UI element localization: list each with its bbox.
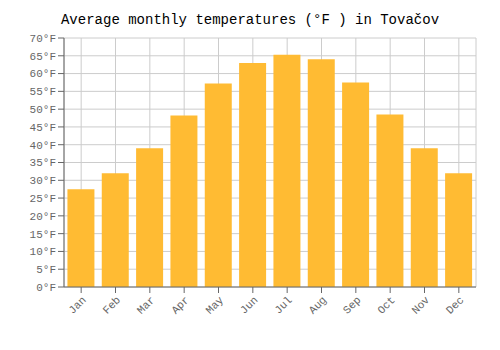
svg-text:0°F: 0°F — [36, 282, 56, 294]
svg-text:Dec: Dec — [444, 294, 466, 316]
html-text:Average monthly temperatures (: Average monthly temperatures (°F ) in To… — [61, 12, 439, 28]
svg-text:May: May — [204, 294, 227, 317]
svg-text:30°F: 30°F — [30, 175, 56, 187]
svg-text:25°F: 25°F — [30, 193, 56, 205]
svg-text:5°F: 5°F — [36, 264, 56, 276]
svg-text:Mar: Mar — [135, 294, 157, 316]
svg-text:Jun: Jun — [238, 294, 260, 316]
svg-text:Aug: Aug — [307, 294, 329, 316]
svg-text:20°F: 20°F — [30, 211, 56, 223]
svg-text:15°F: 15°F — [30, 229, 56, 241]
svg-text:55°F: 55°F — [30, 86, 56, 98]
svg-text:40°F: 40°F — [30, 140, 56, 152]
svg-text:Jul: Jul — [272, 294, 294, 316]
svg-text:10°F: 10°F — [30, 246, 56, 258]
svg-text:65°F: 65°F — [30, 51, 56, 63]
svg-text:Oct: Oct — [375, 294, 397, 316]
svg-text:Sep: Sep — [341, 294, 363, 316]
svg-text:Apr: Apr — [169, 294, 191, 316]
svg-text:Jan: Jan — [66, 294, 88, 316]
svg-text:Feb: Feb — [101, 294, 123, 316]
svg-text:50°F: 50°F — [30, 104, 56, 116]
svg-text:35°F: 35°F — [30, 157, 56, 169]
svg-text:45°F: 45°F — [30, 122, 56, 134]
svg-text:60°F: 60°F — [30, 68, 56, 80]
svg-text:70°F: 70°F — [30, 33, 56, 45]
svg-text:Nov: Nov — [410, 294, 433, 317]
